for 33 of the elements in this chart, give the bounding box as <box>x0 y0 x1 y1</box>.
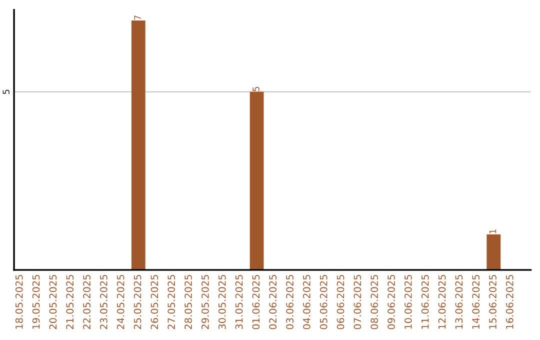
x-tick-label: 02.06.2025 <box>269 274 277 330</box>
x-tick-label: 09.06.2025 <box>388 274 395 330</box>
x-tick-label: 31.05.2025 <box>235 274 243 330</box>
x-tick-label: 22.05.2025 <box>83 274 90 330</box>
x-tick-label: 13.06.2025 <box>455 274 463 329</box>
data-label: 1 <box>490 229 496 234</box>
x-tick-label: 11.06.2025 <box>421 274 429 329</box>
x-tick-label: 03.06.2025 <box>286 274 294 330</box>
x-tick-label: 19.05.2025 <box>32 274 40 329</box>
x-tick-label: 16.06.2025 <box>506 274 514 329</box>
x-tick-label: 29.05.2025 <box>202 274 209 330</box>
x-tick-label: 12.06.2025 <box>438 274 446 329</box>
x-tick-label: 10.06.2025 <box>404 274 412 329</box>
x-tick-label: 24.05.2025 <box>116 274 124 330</box>
x-tick-label: 18.05.2025 <box>15 274 23 329</box>
x-tick-label: 20.05.2025 <box>49 274 57 330</box>
x-tick-label: 15.06.2025 <box>489 274 496 329</box>
x-tick-label: 06.06.2025 <box>336 274 344 330</box>
x-tick-label: 07.06.2025 <box>354 274 362 330</box>
x-tick-label: 04.06.2025 <box>302 274 310 330</box>
x-tick-label: 08.06.2025 <box>370 274 378 330</box>
x-tick-label: 25.05.2025 <box>134 274 142 330</box>
x-tick-label: 30.05.2025 <box>218 274 226 330</box>
x-tick-label: 28.05.2025 <box>184 274 192 330</box>
x-tick-label: 05.06.2025 <box>320 274 328 330</box>
data-label: 7 <box>134 16 141 20</box>
x-tick-label: 23.05.2025 <box>100 274 108 330</box>
x-tick-label: 14.06.2025 <box>472 274 480 329</box>
x-tick-label: 21.05.2025 <box>66 274 74 330</box>
x-tick-label: 26.05.2025 <box>150 274 158 330</box>
x-tick-label: 27.05.2025 <box>168 274 176 330</box>
data-label: 5 <box>252 86 260 92</box>
x-tick-label: 01.06.2025 <box>252 274 260 330</box>
